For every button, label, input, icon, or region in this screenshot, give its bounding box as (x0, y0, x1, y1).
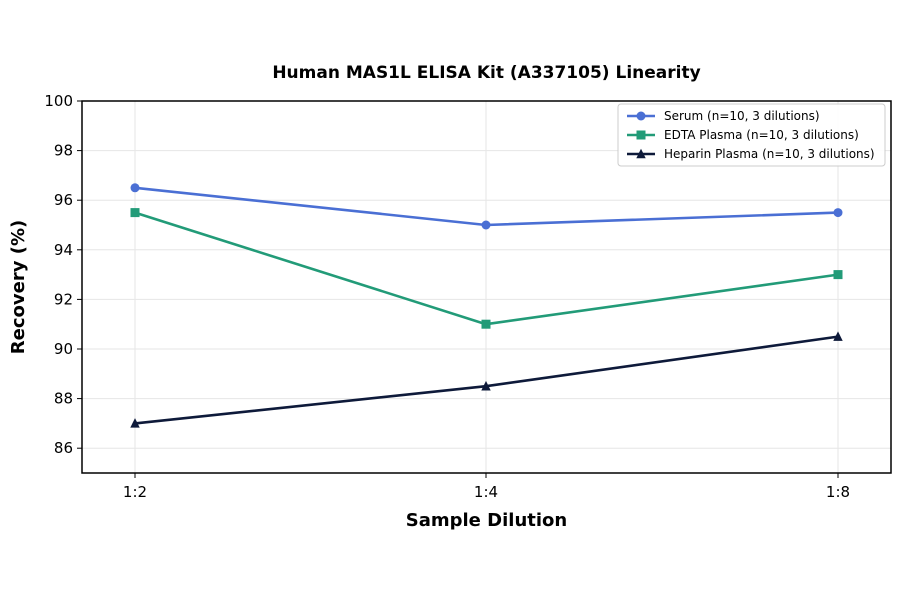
y-tick-label: 96 (54, 191, 73, 209)
chart-title: Human MAS1L ELISA Kit (A337105) Linearit… (272, 63, 700, 83)
legend-item: EDTA Plasma (n=10, 3 dilutions) (627, 128, 859, 142)
series-2 (130, 208, 843, 329)
legend-label: Serum (n=10, 3 dilutions) (664, 109, 820, 123)
legend-box (617, 103, 886, 167)
legend: Serum (n=10, 3 dilutions) EDTA Plasma (n=… (617, 103, 886, 167)
data-point (636, 130, 646, 140)
data-point (130, 183, 140, 193)
legend-label: Heparin Plasma (n=10, 3 dilutions) (664, 147, 875, 161)
data-point (833, 331, 843, 341)
legend-item: Heparin Plasma (n=10, 3 dilutions) (627, 147, 875, 161)
series-1 (130, 183, 843, 230)
legend-label: EDTA Plasma (n=10, 3 dilutions) (664, 128, 859, 142)
x-tick-label: 1:2 (123, 483, 147, 501)
x-tick-label: 1:8 (826, 483, 850, 501)
data-point (130, 208, 140, 218)
y-tick-label: 98 (54, 142, 73, 160)
y-tick-label: 86 (54, 439, 73, 457)
y-axis-label: Recovery (%) (8, 220, 29, 354)
data-point (481, 319, 491, 329)
data-point (481, 380, 491, 391)
series-layer (130, 183, 843, 428)
y-tick-label: 90 (54, 340, 73, 358)
y-tick-label: 94 (54, 241, 73, 259)
y-tick-label: 88 (54, 390, 73, 408)
data-point (130, 418, 140, 428)
data-point (833, 208, 843, 218)
axis-ticks: 86 88 90 92 94 96 98 100 1:2 1:4 1:8 (44, 92, 850, 501)
x-tick-label: 1:4 (474, 483, 498, 501)
y-tick-label: 100 (44, 92, 73, 110)
data-point (636, 111, 646, 121)
legend-item: Serum (n=10, 3 dilutions) (627, 109, 820, 123)
x-axis-label: Sample Dilution (406, 510, 567, 531)
y-tick-label: 92 (54, 290, 73, 308)
data-point (636, 148, 646, 159)
data-point (833, 270, 843, 280)
data-point (481, 220, 491, 230)
series-3 (130, 331, 843, 428)
